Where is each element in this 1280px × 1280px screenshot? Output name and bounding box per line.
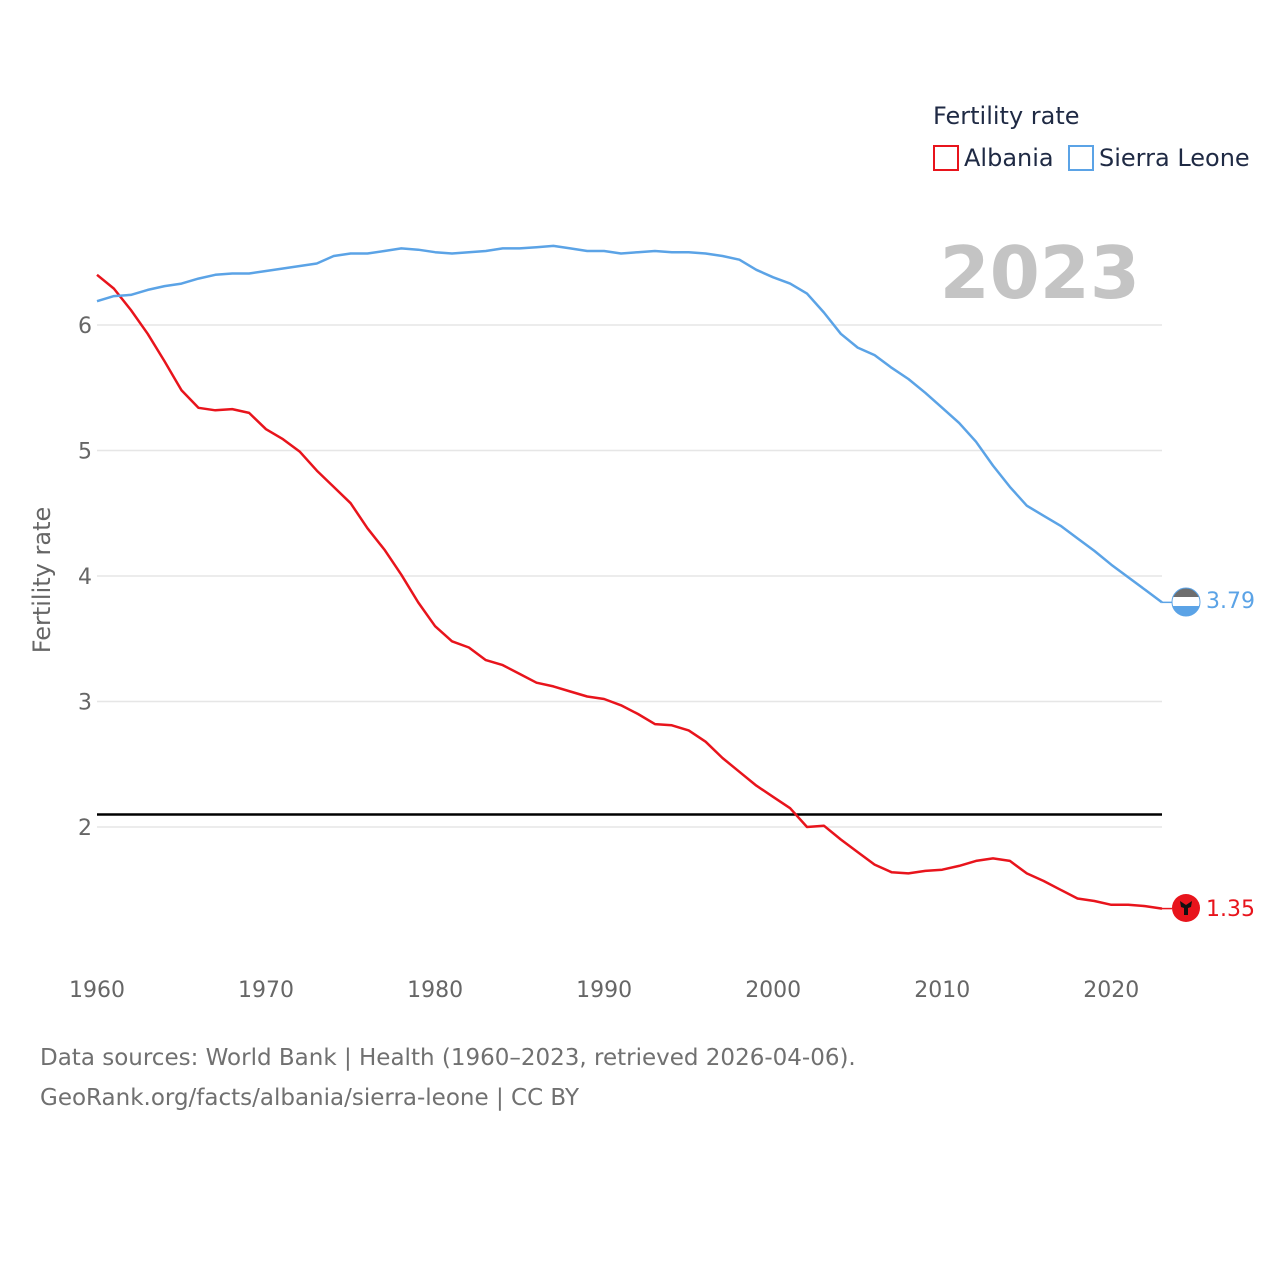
x-tick-label: 2010 (914, 978, 970, 1003)
y-tick-label: 2 (78, 816, 92, 841)
sierra-leone-flag-icon (1172, 588, 1200, 616)
year-label: 2023 (940, 231, 1140, 315)
x-tick-label: 1960 (69, 978, 125, 1003)
albania-end-value: 1.35 (1206, 897, 1255, 922)
y-axis-ticks: 2 3 4 5 6 (78, 314, 92, 841)
source-line-2: GeoRank.org/facts/albania/sierra-leone |… (40, 1085, 580, 1111)
legend-label-albania[interactable]: Albania (964, 144, 1054, 172)
y-tick-label: 5 (78, 440, 92, 465)
series-lines (96, 244, 1172, 910)
x-tick-label: 1980 (407, 978, 463, 1003)
gridlines (97, 324, 1162, 828)
albania-flag-icon (1172, 894, 1200, 922)
legend-label-sierra-leone[interactable]: Sierra Leone (1099, 144, 1250, 172)
series-line-sierra-leone[interactable] (96, 244, 1163, 604)
sierra-leone-flag-ring (1171, 587, 1201, 617)
source-line-1: Data sources: World Bank | Health (1960–… (40, 1045, 856, 1071)
x-tick-label: 2020 (1083, 978, 1139, 1003)
legend-swatch-sierra-leone[interactable] (1068, 145, 1094, 171)
y-tick-label: 4 (78, 565, 92, 590)
legend-swatch-albania[interactable] (933, 145, 959, 171)
sierra-leone-end-value: 3.79 (1206, 589, 1255, 614)
line-chart: Fertility rate Albania Sierra Leone 2023… (28, 102, 1255, 1003)
x-tick-label: 1970 (238, 978, 294, 1003)
x-tick-label: 2000 (745, 978, 801, 1003)
legend-title: Fertility rate (933, 102, 1080, 130)
x-axis-ticks: 1960 1970 1980 1990 2000 2010 2020 (69, 978, 1139, 1003)
y-tick-label: 3 (78, 691, 92, 716)
y-axis-title: Fertility rate (28, 507, 56, 654)
series-line-albania[interactable] (96, 273, 1163, 910)
y-tick-label: 6 (78, 314, 92, 339)
x-tick-label: 1990 (576, 978, 632, 1003)
